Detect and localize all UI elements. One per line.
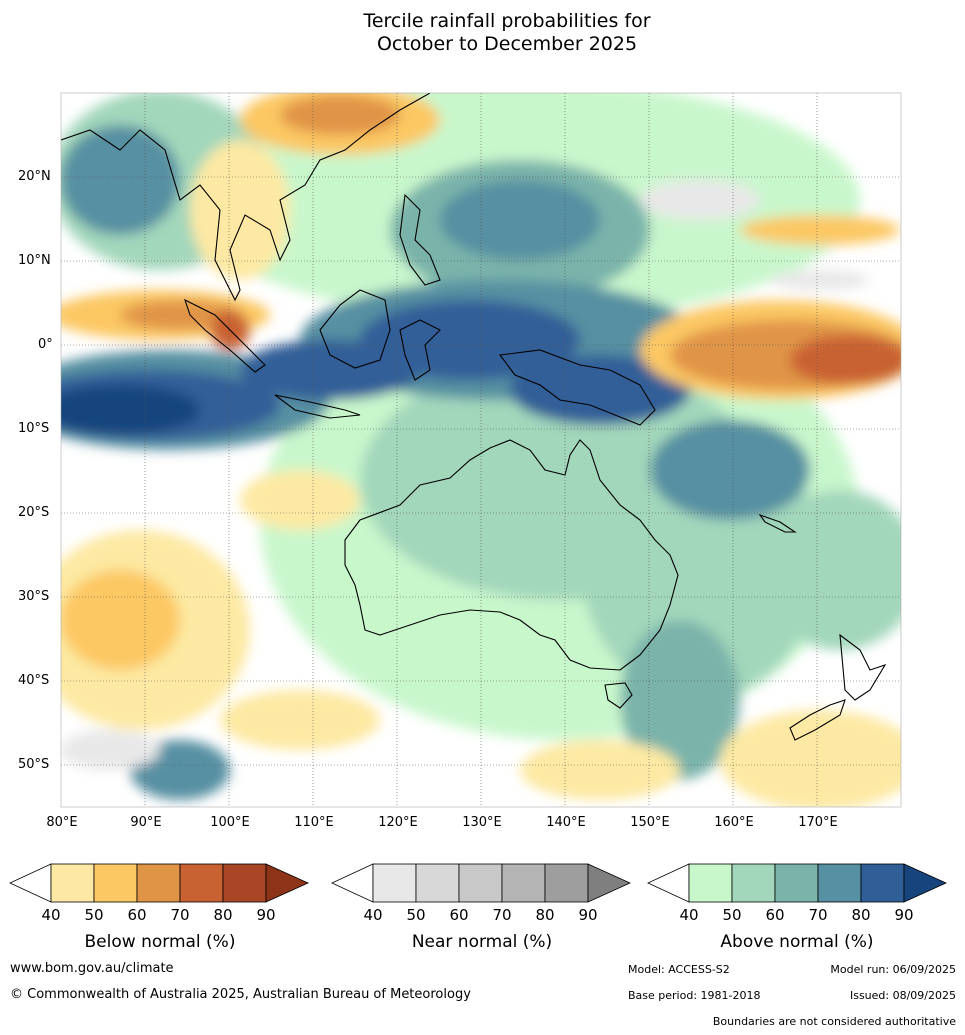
sulawesi-coastline xyxy=(399,319,441,381)
below-tick: 80 xyxy=(213,906,233,924)
below-normal-colorbar xyxy=(9,863,309,903)
lat-label-50s: 50°S xyxy=(18,757,50,772)
lat-label-20s: 20°S xyxy=(18,505,50,520)
above-tick: 60 xyxy=(765,906,785,924)
near-normal-colorbar xyxy=(331,863,631,903)
above-tick: 90 xyxy=(894,906,914,924)
lat-label-0: 0° xyxy=(38,337,53,352)
lon-label-160e: 160°E xyxy=(714,815,754,830)
gridlines xyxy=(61,93,901,807)
boundaries-disclaimer: Boundaries are not considered authoritat… xyxy=(712,1015,956,1028)
lat-label-30s: 30°S xyxy=(18,589,50,604)
model-run-date: Model run: 06/09/2025 xyxy=(830,963,956,976)
sumatra-coastline xyxy=(184,298,266,373)
issued-date: Issued: 08/09/2025 xyxy=(849,989,956,1002)
lon-label-110e: 110°E xyxy=(294,815,334,830)
title-line-1: Tercile rainfall probabilities for xyxy=(363,10,651,32)
above-tick: 50 xyxy=(722,906,742,924)
below-swatch-40-50 xyxy=(50,863,95,903)
lon-label-80e: 80°E xyxy=(46,815,78,830)
website-link[interactable]: www.bom.gov.au/climate xyxy=(10,961,174,976)
below-swatch-under xyxy=(9,863,52,903)
lon-label-130e: 130°E xyxy=(462,815,502,830)
above-swatch-70-80 xyxy=(817,863,862,903)
near-swatch-50-60 xyxy=(415,863,460,903)
lon-label-140e: 140°E xyxy=(546,815,586,830)
below-swatch-70-80 xyxy=(179,863,224,903)
above-swatch-50-60 xyxy=(731,863,776,903)
near-tick: 90 xyxy=(578,906,598,924)
near-swatch-70-80 xyxy=(501,863,546,903)
lat-label-40s: 40°S xyxy=(18,673,50,688)
copyright-notice: © Commonwealth of Australia 2025, Austra… xyxy=(10,987,471,1002)
map-title: Tercile rainfall probabilities for Octob… xyxy=(0,10,965,56)
tasmania-coastline xyxy=(604,682,633,709)
probability-field xyxy=(61,93,901,807)
base-period: Base period: 1981-2018 xyxy=(628,989,761,1002)
below-tick: 40 xyxy=(41,906,61,924)
below-tick: 50 xyxy=(84,906,104,924)
coastlines xyxy=(61,93,887,741)
new-guinea-coastline xyxy=(498,349,656,426)
new-caledonia-coastline xyxy=(758,513,797,533)
near-normal-title: Near normal (%) xyxy=(411,932,553,952)
above-normal-title: Above normal (%) xyxy=(720,932,874,952)
near-swatch-60-70 xyxy=(458,863,503,903)
above-swatch-40-50 xyxy=(688,863,733,903)
lat-label-10s: 10°S xyxy=(18,421,50,436)
philippines-coastline xyxy=(399,193,441,286)
below-swatch-over xyxy=(265,863,309,903)
java-coastline xyxy=(274,394,361,419)
near-swatch-under xyxy=(331,863,374,903)
lat-label-10n: 10°N xyxy=(18,253,51,268)
above-tick: 40 xyxy=(679,906,699,924)
borneo-coastline xyxy=(319,289,391,369)
near-tick: 70 xyxy=(492,906,512,924)
above-tick: 80 xyxy=(851,906,871,924)
near-tick: 40 xyxy=(363,906,383,924)
above-swatch-over xyxy=(903,863,947,903)
below-swatch-80-90 xyxy=(222,863,267,903)
title-line-2: October to December 2025 xyxy=(376,33,638,55)
near-swatch-80-90 xyxy=(544,863,589,903)
new-zealand-coastline xyxy=(789,633,887,741)
near-tick: 50 xyxy=(406,906,426,924)
below-tick: 70 xyxy=(170,906,190,924)
below-swatch-60-70 xyxy=(136,863,181,903)
model-name: Model: ACCESS-S2 xyxy=(628,963,730,976)
below-tick: 60 xyxy=(127,906,147,924)
australia-coastline xyxy=(344,439,679,671)
lon-label-170e: 170°E xyxy=(798,815,838,830)
rainfall-probability-map xyxy=(60,92,902,808)
above-tick: 70 xyxy=(808,906,828,924)
lon-label-150e: 150°E xyxy=(630,815,670,830)
above-normal-colorbar xyxy=(647,863,947,903)
asia-mainland-coastline xyxy=(61,93,431,302)
lon-label-90e: 90°E xyxy=(130,815,162,830)
lat-label-20n: 20°N xyxy=(18,169,51,184)
below-swatch-50-60 xyxy=(93,863,138,903)
lon-label-100e: 100°E xyxy=(210,815,250,830)
below-normal-title: Below normal (%) xyxy=(84,932,236,952)
near-swatch-over xyxy=(587,863,631,903)
lon-label-120e: 120°E xyxy=(378,815,418,830)
above-swatch-80-90 xyxy=(860,863,905,903)
near-tick: 80 xyxy=(535,906,555,924)
near-tick: 60 xyxy=(449,906,469,924)
near-swatch-40-50 xyxy=(372,863,417,903)
above-swatch-60-70 xyxy=(774,863,819,903)
above-swatch-under xyxy=(647,863,690,903)
below-tick: 90 xyxy=(256,906,276,924)
